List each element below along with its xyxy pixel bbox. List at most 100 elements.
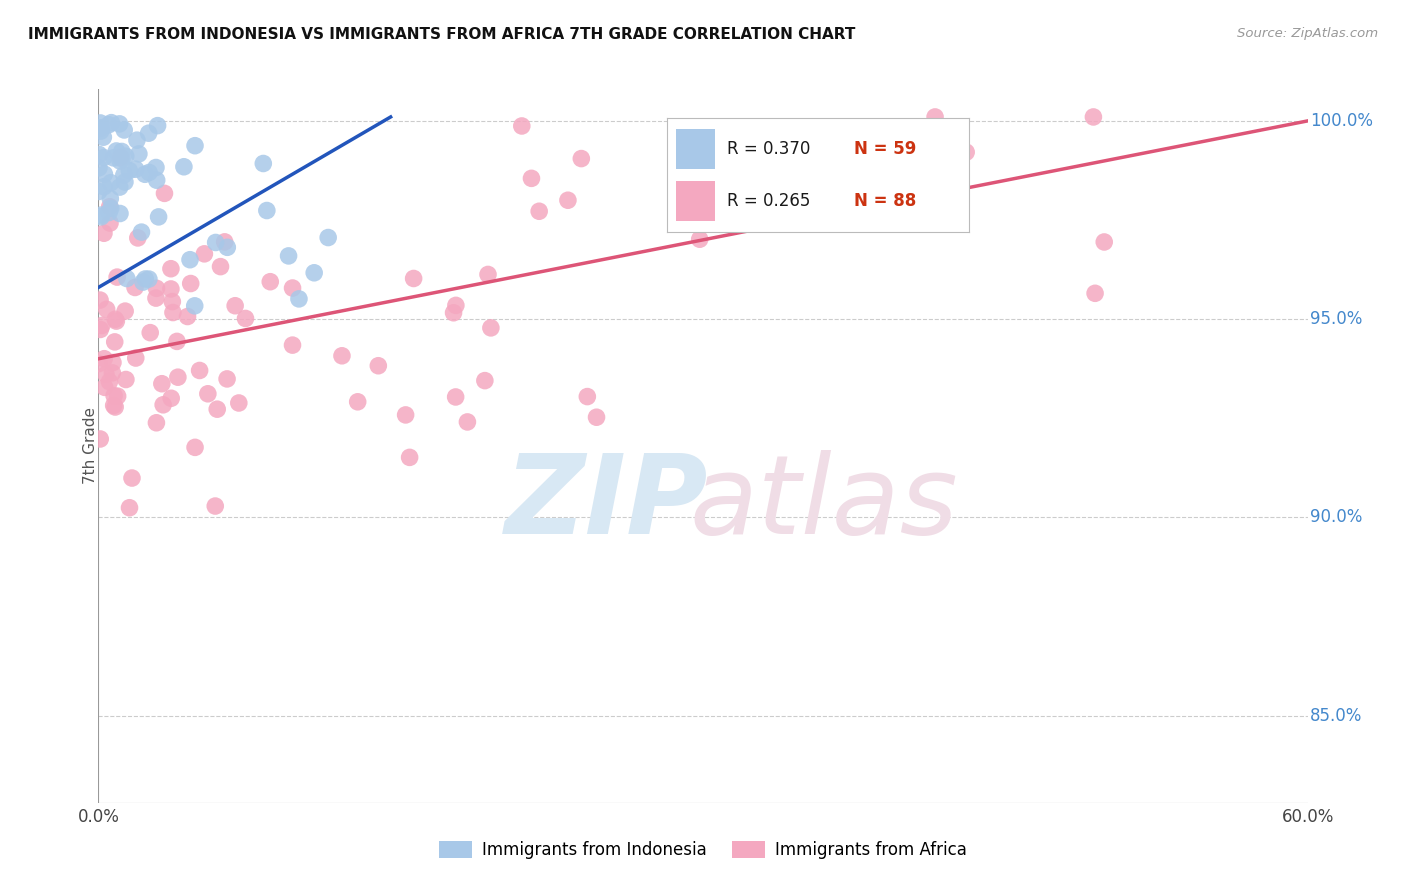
Point: [90, 120, 112, 135]
Point: [124, 280, 146, 294]
Point: [132, 275, 155, 289]
Point: [125, 351, 148, 365]
Bar: [676, 129, 716, 169]
Point: [101, 366, 124, 380]
Point: [443, 306, 465, 320]
Point: [93, 351, 115, 366]
Point: [138, 165, 160, 179]
Point: [444, 390, 467, 404]
Point: [160, 282, 183, 296]
Point: [87, 147, 110, 161]
Point: [235, 311, 257, 326]
Point: [184, 441, 207, 455]
Point: [1084, 286, 1107, 301]
Point: [134, 167, 156, 181]
Point: [145, 291, 167, 305]
Point: [96, 302, 118, 317]
Point: [87, 185, 110, 199]
Point: [93, 179, 115, 194]
Point: [124, 162, 146, 177]
Point: [138, 126, 160, 140]
Text: atlas: atlas: [689, 450, 959, 557]
Point: [527, 204, 550, 219]
Point: [162, 294, 184, 309]
Point: [193, 247, 215, 261]
Point: [107, 389, 129, 403]
Point: [228, 396, 250, 410]
Point: [139, 326, 162, 340]
Point: [180, 277, 202, 291]
Point: [97, 118, 120, 132]
Point: [1083, 110, 1105, 124]
Point: [108, 180, 131, 194]
Point: [456, 415, 478, 429]
Point: [281, 281, 304, 295]
Point: [209, 260, 232, 274]
Point: [89, 432, 111, 446]
Point: [183, 299, 205, 313]
Point: [87, 121, 110, 136]
Point: [479, 321, 502, 335]
Point: [576, 390, 599, 404]
Point: [197, 386, 219, 401]
Point: [520, 171, 543, 186]
Point: [398, 450, 420, 465]
Point: [94, 380, 117, 394]
Point: [108, 117, 131, 131]
Point: [100, 176, 122, 190]
Point: [108, 206, 131, 220]
Point: [103, 151, 125, 165]
Point: [111, 152, 134, 166]
Point: [94, 368, 117, 382]
Point: [100, 202, 122, 216]
Point: [115, 271, 138, 285]
Point: [111, 145, 134, 159]
Point: [167, 370, 190, 384]
Point: [134, 272, 156, 286]
Point: [173, 160, 195, 174]
Point: [125, 133, 148, 147]
Point: [93, 130, 115, 145]
Point: [90, 208, 112, 222]
Point: [224, 299, 246, 313]
Point: [87, 357, 110, 371]
Legend: Immigrants from Indonesia, Immigrants from Africa: Immigrants from Indonesia, Immigrants fr…: [432, 834, 974, 866]
Point: [90, 318, 112, 333]
Text: ZIP: ZIP: [505, 450, 709, 557]
Point: [689, 232, 711, 246]
Point: [146, 119, 169, 133]
Point: [98, 192, 121, 206]
Point: [150, 376, 173, 391]
Point: [100, 116, 122, 130]
Point: [104, 312, 127, 326]
Point: [277, 249, 299, 263]
Point: [162, 305, 184, 319]
Point: [204, 235, 226, 250]
Point: [205, 402, 228, 417]
Point: [394, 408, 416, 422]
Point: [105, 314, 128, 328]
Point: [114, 304, 136, 318]
Point: [103, 399, 125, 413]
Point: [145, 416, 167, 430]
Point: [217, 372, 239, 386]
Point: [955, 145, 977, 160]
Point: [131, 225, 153, 239]
Bar: [676, 180, 716, 220]
Text: N = 88: N = 88: [855, 192, 917, 210]
Point: [105, 144, 128, 158]
Point: [281, 338, 304, 352]
Point: [93, 151, 115, 165]
Text: 85.0%: 85.0%: [1310, 706, 1362, 724]
Point: [89, 116, 111, 130]
Point: [112, 168, 135, 182]
Point: [104, 334, 127, 349]
Point: [924, 110, 946, 124]
Point: [93, 226, 115, 240]
Point: [98, 375, 121, 389]
Point: [115, 372, 138, 386]
Point: [145, 281, 167, 295]
Text: IMMIGRANTS FROM INDONESIA VS IMMIGRANTS FROM AFRICA 7TH GRADE CORRELATION CHART: IMMIGRANTS FROM INDONESIA VS IMMIGRANTS …: [28, 27, 855, 42]
Point: [112, 123, 135, 137]
Point: [128, 147, 150, 161]
